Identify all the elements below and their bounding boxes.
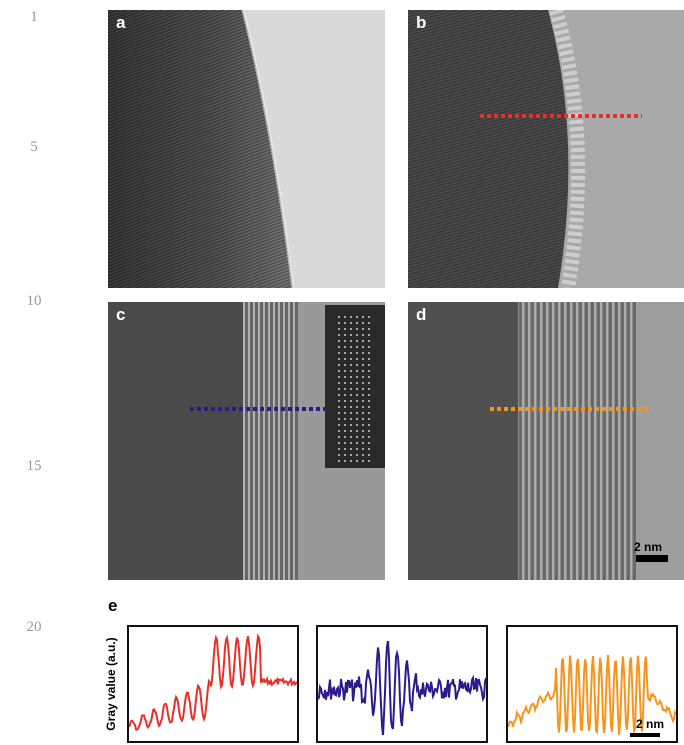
scale-bar-label: 2 nm bbox=[634, 540, 663, 554]
scale-bar-label: 2 nm bbox=[636, 717, 665, 731]
tem-image bbox=[408, 302, 684, 580]
profile-plot bbox=[316, 625, 488, 743]
panel-label: d bbox=[416, 305, 427, 324]
line-number: 20 bbox=[26, 619, 42, 635]
line-number: 5 bbox=[30, 139, 38, 155]
y-axis-label: Gray value (a.u.) bbox=[104, 637, 118, 731]
tem-image bbox=[108, 10, 385, 288]
profile-plot bbox=[127, 625, 299, 743]
panel-label: b bbox=[416, 13, 427, 32]
profile-curve bbox=[318, 640, 486, 736]
line-number: 1 bbox=[30, 9, 38, 25]
profile-curve bbox=[508, 655, 676, 735]
line-number: 10 bbox=[26, 293, 42, 309]
profile-plot bbox=[506, 625, 678, 743]
line-number: 15 bbox=[26, 458, 42, 474]
tem-image bbox=[408, 10, 684, 288]
profile-curve bbox=[129, 633, 297, 731]
tem-image bbox=[108, 302, 385, 580]
panel-label: c bbox=[116, 305, 126, 324]
panel-label: a bbox=[116, 13, 126, 32]
panel-label: e bbox=[108, 596, 118, 615]
